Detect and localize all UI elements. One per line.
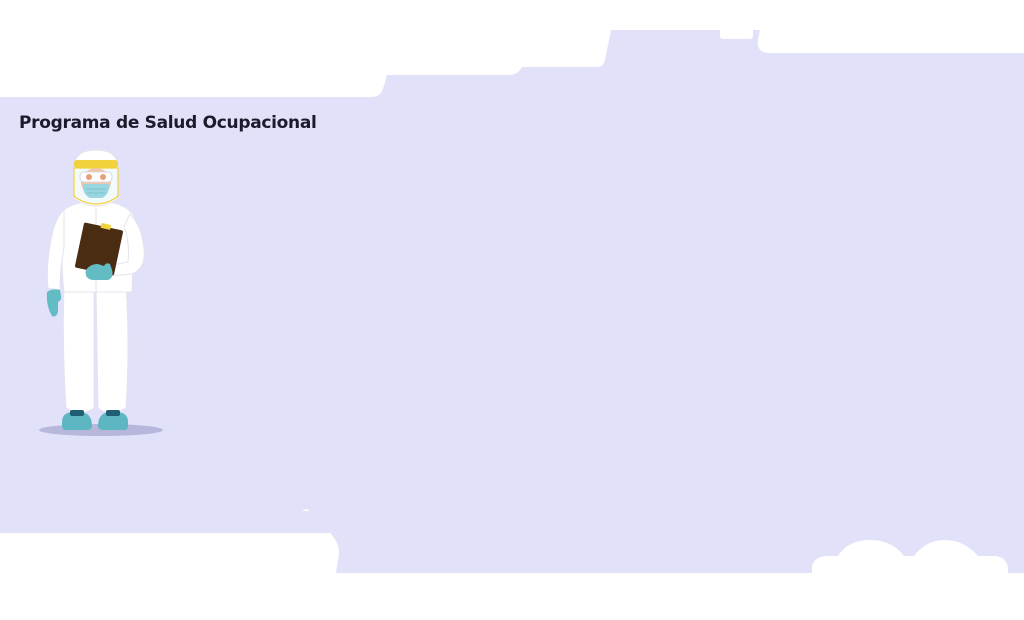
left-shoe-cover-icon <box>62 412 92 430</box>
lavender-backdrop <box>0 30 1024 573</box>
right-glove-icon <box>85 263 113 280</box>
right-shoe-band <box>106 410 120 416</box>
small-dot <box>302 509 310 511</box>
health-worker-illustration <box>39 149 163 436</box>
left-leg <box>62 285 95 413</box>
goggles-icon <box>79 171 113 183</box>
left-glove-icon <box>46 289 62 317</box>
right-arm <box>107 213 145 277</box>
bottom-white-band <box>0 573 1024 620</box>
face-shield-icon <box>74 160 118 168</box>
mask-icon <box>82 184 110 198</box>
cloud-bottom-right <box>812 540 1008 573</box>
left-arm <box>46 208 65 291</box>
left-shoe-band <box>70 410 84 416</box>
clipboard-icon <box>75 222 123 276</box>
page-title: Programa de Salud Ocupacional <box>19 113 317 133</box>
right-shoe-cover-icon <box>98 412 128 430</box>
right-leg <box>95 285 129 413</box>
